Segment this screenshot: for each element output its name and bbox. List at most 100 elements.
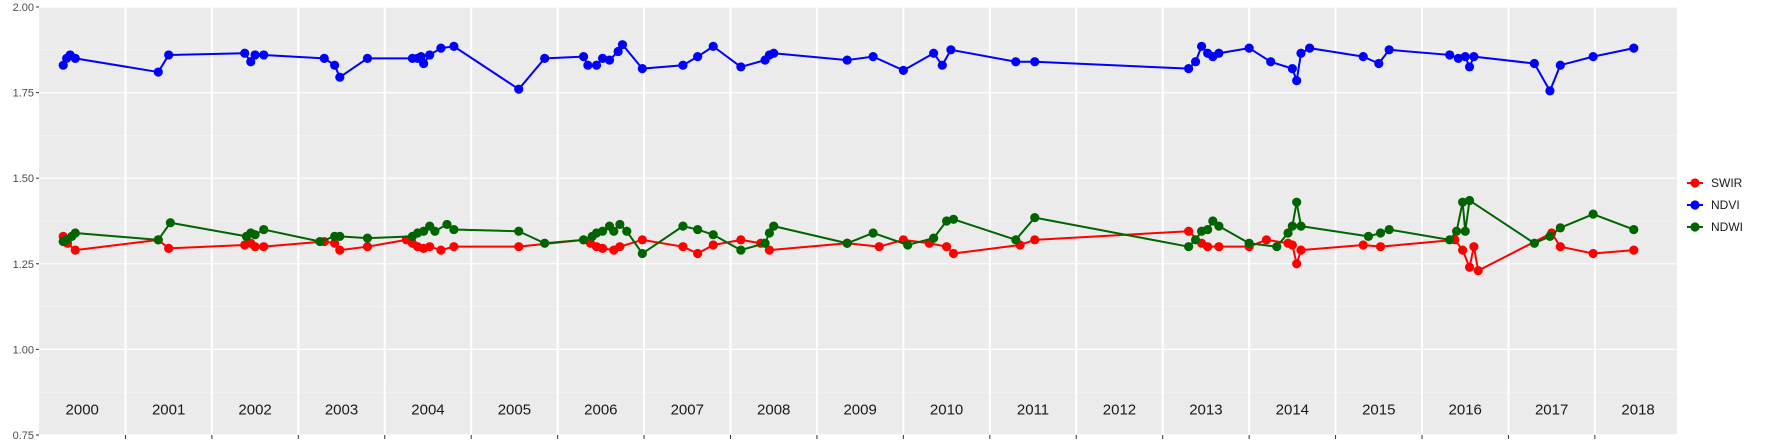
data-point-swir	[1292, 259, 1302, 269]
data-point-ndwi	[1629, 224, 1639, 235]
data-point-ndvi	[164, 50, 174, 60]
data-point-ndvi	[868, 52, 878, 62]
year-label: 2016	[1449, 401, 1482, 418]
data-point-ndwi	[70, 228, 80, 238]
data-point-ndvi	[769, 48, 779, 58]
year-label: 2005	[498, 401, 531, 418]
y-tick-label: 1.75	[13, 88, 34, 100]
year-label: 2001	[152, 401, 185, 418]
data-point-ndwi	[760, 238, 770, 248]
axis-layer: 0.75 1.00 1.25 1.50 1.75 2.00 2000 2001 2002 2003…	[13, 2, 1655, 442]
year-label: 2008	[757, 401, 790, 418]
data-point-ndwi	[1184, 242, 1194, 252]
data-point-ndvi	[1358, 52, 1368, 62]
data-point-swir	[1464, 262, 1475, 272]
data-point-ndwi	[622, 226, 632, 236]
data-point-ndwi	[736, 245, 746, 255]
data-point-ndwi	[1190, 235, 1201, 245]
data-point-ndwi	[1375, 228, 1386, 238]
data-point-ndvi	[1588, 52, 1598, 62]
data-point-ndvi	[1464, 62, 1475, 72]
data-point-ndvi	[708, 41, 718, 51]
data-point-ndwi	[637, 248, 647, 259]
data-point-swir	[70, 245, 80, 255]
data-point-ndvi	[250, 50, 260, 60]
data-point-ndwi	[842, 238, 852, 248]
data-point-swir	[1629, 245, 1639, 255]
data-point-ndvi	[1030, 57, 1040, 67]
data-point-ndwi	[419, 226, 429, 236]
year-label: 2003	[325, 401, 358, 418]
data-point-ndvi	[1214, 48, 1224, 58]
year-label: 2010	[930, 401, 963, 418]
data-point-ndwi	[1458, 197, 1468, 207]
data-point-ndwi	[1451, 226, 1462, 236]
data-point-ndwi	[764, 228, 775, 238]
data-point-ndwi	[1030, 212, 1040, 223]
data-point-swir	[941, 242, 952, 252]
series-layer	[58, 40, 1639, 276]
data-point-swir	[1469, 242, 1479, 252]
data-point-ndwi	[1460, 226, 1470, 236]
data-point-ndwi	[1529, 238, 1539, 248]
data-point-swir	[948, 248, 959, 259]
data-point-ndvi	[246, 57, 256, 67]
data-point-ndvi	[1453, 53, 1463, 63]
data-point-ndvi	[1529, 58, 1539, 69]
data-point-ndvi	[946, 45, 956, 55]
data-point-swir	[736, 235, 746, 245]
data-point-ndvi	[842, 55, 852, 65]
data-point-swir	[514, 242, 524, 252]
year-label: 2012	[1103, 401, 1136, 418]
data-point-ndvi	[1196, 41, 1207, 51]
legend-label: SWIR	[1711, 176, 1743, 190]
data-point-ndvi	[678, 60, 688, 70]
data-point-ndvi	[70, 53, 80, 63]
data-point-ndvi	[240, 48, 250, 58]
data-point-swir	[1473, 266, 1483, 276]
data-point-ndvi	[597, 53, 608, 63]
data-point-ndvi	[1305, 43, 1315, 53]
data-point-ndvi	[425, 50, 435, 60]
y-tick-label: 2.00	[13, 2, 34, 14]
data-point-ndvi	[1384, 45, 1394, 55]
year-label: 2000	[66, 401, 99, 418]
year-label: 2015	[1362, 401, 1395, 418]
data-point-ndvi	[1445, 50, 1455, 60]
data-point-ndwi	[153, 235, 163, 245]
data-point-swir	[1458, 245, 1468, 255]
data-point-ndvi	[449, 41, 459, 51]
y-tick-label: 1.50	[13, 173, 34, 185]
legend-key-point	[1690, 178, 1700, 188]
data-point-ndwi	[678, 221, 688, 231]
data-point-ndvi	[1190, 57, 1201, 67]
data-point-ndwi	[1283, 228, 1293, 238]
data-point-ndwi	[165, 218, 175, 228]
data-point-ndwi	[430, 226, 440, 236]
y-tick-label: 1.25	[13, 259, 34, 271]
data-point-ndwi	[250, 230, 260, 240]
data-point-swir	[637, 235, 647, 245]
year-label: 2009	[843, 401, 876, 418]
year-label: 2017	[1535, 401, 1568, 418]
data-point-ndwi	[442, 219, 452, 230]
year-label: 2014	[1276, 401, 1309, 418]
data-point-ndvi	[153, 67, 163, 77]
year-label: 2013	[1189, 401, 1222, 418]
year-label: 2006	[584, 401, 617, 418]
data-point-ndvi	[319, 53, 329, 63]
y-tick-label: 0.75	[13, 430, 34, 442]
data-point-ndvi	[613, 46, 623, 57]
data-point-swir	[1030, 235, 1040, 245]
data-point-ndvi	[929, 48, 939, 58]
data-point-ndvi	[1287, 64, 1297, 74]
data-point-swir	[615, 242, 625, 252]
data-point-swir	[330, 238, 340, 248]
data-point-ndwi	[315, 236, 325, 247]
data-point-swir	[764, 245, 775, 255]
data-point-ndvi	[335, 72, 345, 82]
data-point-ndvi	[1266, 57, 1276, 67]
data-point-ndwi	[609, 226, 619, 236]
data-point-ndwi	[578, 235, 589, 245]
